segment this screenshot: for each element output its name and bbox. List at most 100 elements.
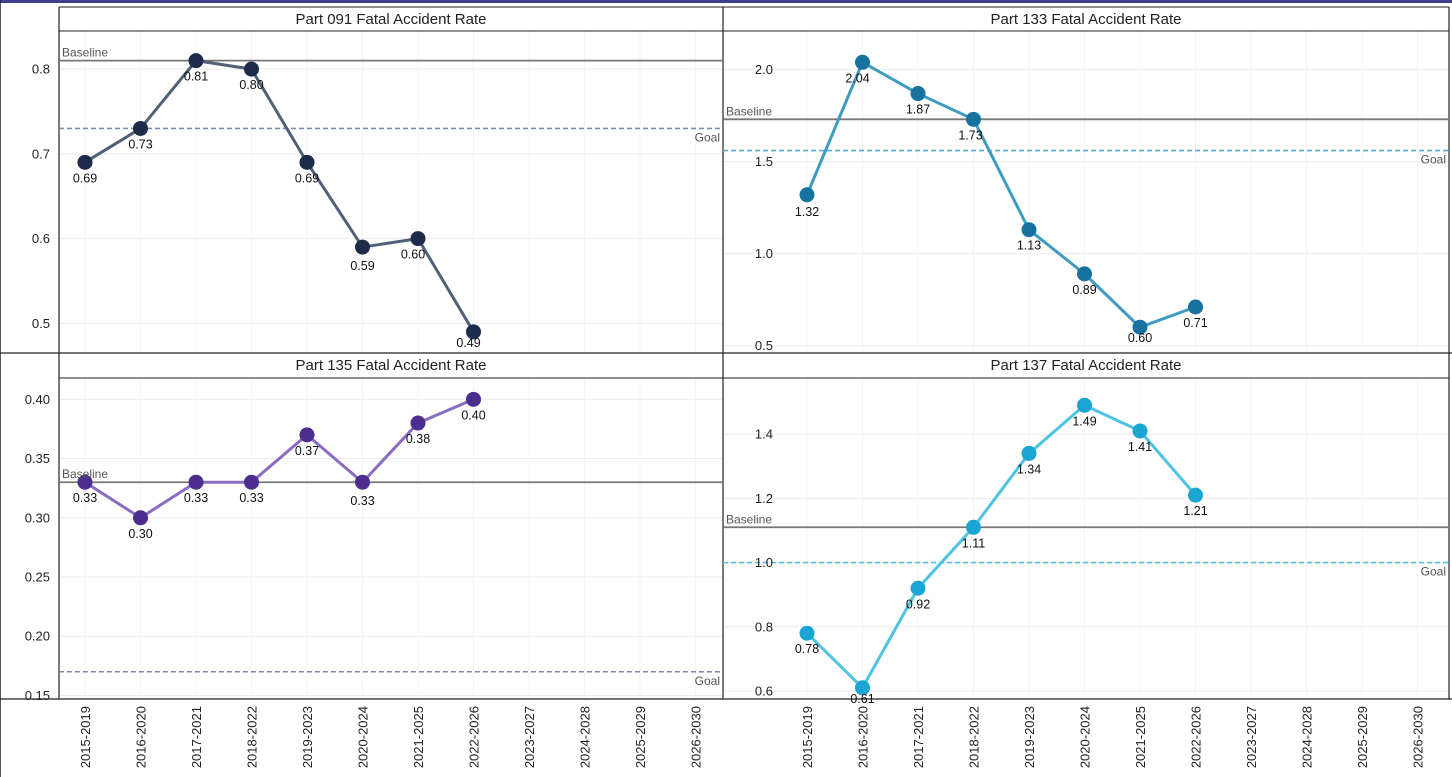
- data-point: [410, 231, 426, 247]
- data-point: [799, 625, 815, 641]
- y-tick-label: 1.2: [755, 491, 773, 506]
- data-point: [1132, 423, 1148, 439]
- data-point: [799, 187, 815, 203]
- data-label: 0.92: [906, 597, 930, 611]
- data-point: [910, 86, 926, 102]
- y-tick-label: 0.35: [25, 451, 50, 466]
- data-label: 2.04: [845, 71, 869, 85]
- series-lines: [83, 59, 1197, 690]
- data-point: [855, 680, 870, 696]
- data-label: 0.40: [461, 408, 485, 422]
- data-label: 0.59: [350, 259, 374, 273]
- data-label: 0.69: [73, 171, 97, 185]
- data-markers: [77, 53, 1203, 696]
- data-point: [855, 54, 870, 70]
- data-point: [244, 474, 259, 490]
- x-tick-label: 2017-2021: [189, 706, 204, 768]
- series-line: [805, 60, 1197, 329]
- data-label: 1.49: [1072, 414, 1096, 428]
- data-label: 0.38: [406, 432, 430, 446]
- y-tick-label: 1.0: [755, 555, 773, 570]
- y-tick-label: 0.20: [25, 629, 50, 644]
- data-point: [133, 120, 148, 136]
- x-tick-label: 2020-2024: [1078, 706, 1093, 768]
- x-tick-label: 2018-2022: [967, 706, 982, 768]
- data-label: 0.71: [1183, 316, 1207, 330]
- gridlines: [59, 31, 1449, 699]
- data-point: [1077, 266, 1092, 282]
- y-tick-label: 0.15: [25, 688, 50, 703]
- reference-lines: [59, 59, 1449, 673]
- chart-text: Part 091 Fatal Accident Rate 0.5 0.6 0.7 0.8…: [25, 11, 1446, 768]
- data-point: [244, 61, 259, 77]
- y-tick-label: 0.7: [32, 146, 50, 161]
- data-label: 0.73: [128, 137, 152, 151]
- data-point: [966, 111, 981, 127]
- data-label: 1.34: [1017, 462, 1041, 476]
- x-tick-label: 2023-2027: [1244, 706, 1259, 768]
- x-tick-label: 2026-2030: [689, 706, 704, 768]
- chart-title: Part 137 Fatal Accident Rate: [991, 357, 1182, 374]
- goal-label: Goal: [695, 674, 720, 688]
- x-tick-label: 2021-2025: [1133, 706, 1148, 768]
- data-point: [188, 474, 204, 490]
- data-label: 1.87: [906, 103, 930, 117]
- chart-title: Part 133 Fatal Accident Rate: [991, 11, 1182, 28]
- data-label: 1.32: [795, 205, 819, 219]
- data-point: [133, 510, 148, 526]
- data-label: 0.60: [401, 248, 425, 262]
- data-label: 1.21: [1183, 504, 1207, 518]
- x-tick-label: 2022-2026: [467, 706, 482, 768]
- data-point: [188, 53, 204, 69]
- chart-title: Part 135 Fatal Accident Rate: [296, 357, 487, 374]
- x-tick-label: 2023-2027: [522, 706, 537, 768]
- goal-label: Goal: [1421, 153, 1446, 167]
- data-point: [299, 154, 315, 170]
- chart-title: Part 091 Fatal Accident Rate: [296, 11, 487, 28]
- data-label: 1.73: [958, 128, 982, 142]
- data-label: 0.37: [295, 444, 319, 458]
- y-tick-label: 2.0: [755, 62, 773, 77]
- data-label: 0.33: [239, 491, 263, 505]
- x-tick-label: 2015-2019: [78, 706, 93, 768]
- goal-label: Goal: [695, 130, 720, 144]
- x-tick-label: 2015-2019: [800, 706, 815, 768]
- data-label: 0.61: [850, 692, 874, 706]
- data-label: 0.33: [184, 491, 208, 505]
- x-tick-label: 2022-2026: [1189, 706, 1204, 768]
- data-point: [966, 519, 981, 535]
- data-point: [410, 415, 426, 431]
- data-label: 1.41: [1128, 440, 1152, 454]
- x-tick-label: 2018-2022: [245, 706, 260, 768]
- data-label: 0.80: [239, 78, 263, 92]
- x-tick-label: 2021-2025: [411, 706, 426, 768]
- y-tick-label: 0.8: [32, 62, 50, 77]
- data-point: [466, 391, 481, 407]
- x-tick-label: 2025-2029: [633, 706, 648, 768]
- data-point: [299, 427, 315, 443]
- y-tick-label: 0.5: [32, 316, 50, 331]
- baseline-label: Baseline: [726, 512, 772, 526]
- data-point: [355, 474, 370, 490]
- data-point: [77, 474, 93, 490]
- y-tick-label: 0.40: [25, 392, 50, 407]
- x-tick-label: 2024-2028: [578, 706, 593, 768]
- data-label: 0.89: [1072, 283, 1096, 297]
- data-point: [466, 324, 481, 340]
- data-label: 0.33: [73, 491, 97, 505]
- data-label: 0.60: [1128, 331, 1152, 345]
- data-point: [1021, 222, 1037, 238]
- y-tick-label: 0.6: [32, 231, 50, 246]
- window-top-strip: [0, 0, 1452, 3]
- data-point: [1188, 487, 1203, 503]
- y-tick-label: 0.8: [755, 619, 773, 634]
- data-point: [1021, 445, 1037, 461]
- baseline-label: Baseline: [62, 467, 108, 481]
- data-point: [1077, 397, 1092, 413]
- x-tick-label: 2025-2029: [1355, 706, 1370, 768]
- x-tick-label: 2024-2028: [1300, 706, 1315, 768]
- x-tick-label: 2016-2020: [856, 706, 871, 768]
- x-tick-label: 2026-2030: [1411, 706, 1426, 768]
- y-tick-label: 0.6: [755, 683, 773, 698]
